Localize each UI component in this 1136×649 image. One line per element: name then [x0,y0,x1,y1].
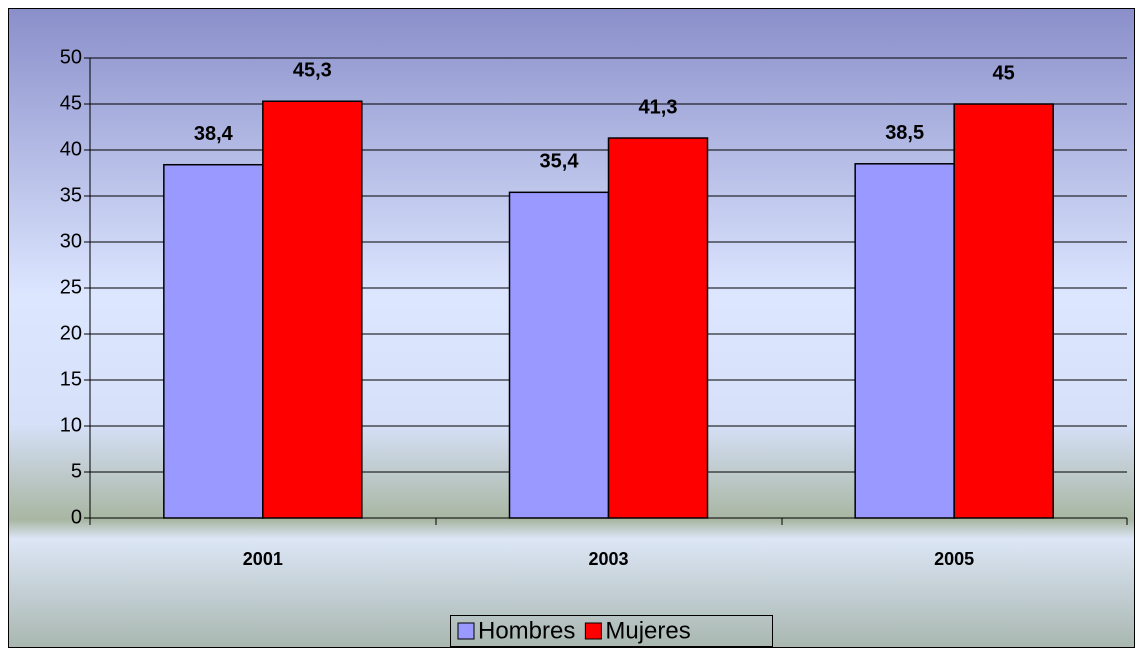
bar [262,100,363,519]
bar [508,191,610,519]
y-tick-label: 15 [60,368,82,390]
data-label: 45,3 [293,60,332,82]
legend-label: Hombres [478,617,575,644]
data-label: 41,3 [639,96,678,118]
x-tick-label: 2001 [243,549,283,569]
legend [450,615,773,647]
x-axis-ticks [89,518,1128,525]
y-tick-label: 10 [60,414,82,436]
data-label: 35,4 [540,151,580,173]
bar [163,163,264,519]
data-label: 38,4 [194,123,234,145]
bar [854,163,955,519]
y-tick-label: 50 [60,46,82,68]
legend-swatch [584,622,602,640]
y-tick-label: 5 [71,460,82,482]
y-tick-label: 25 [60,276,82,298]
data-label: 45 [993,62,1015,84]
x-tick-label: 2005 [934,549,974,569]
y-tick-label: 0 [71,506,82,528]
bar [607,137,709,519]
y-tick-label: 20 [60,322,82,344]
data-label: 38,5 [885,122,924,144]
legend-label: Mujeres [605,617,690,644]
y-tick-label: 40 [60,138,82,160]
y-tick-label: 35 [60,184,82,206]
legend-swatch [457,622,475,640]
bar [953,103,1054,519]
y-tick-label: 45 [60,92,82,114]
y-tick-label: 30 [60,230,82,252]
x-tick-label: 2003 [588,549,628,569]
